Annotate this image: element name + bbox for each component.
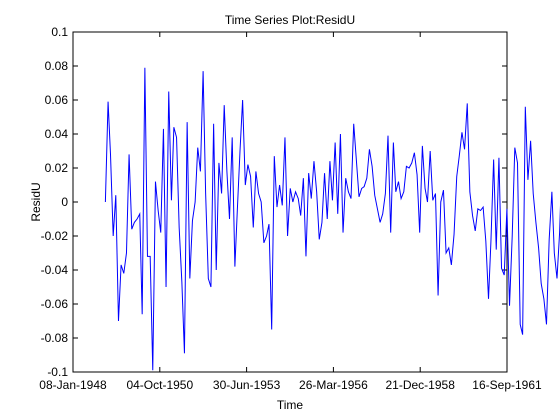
x-tick-label: 04-Oct-1950 <box>126 378 193 392</box>
x-axis-label: Time <box>277 398 304 412</box>
axes-box <box>72 31 508 373</box>
series-line <box>104 67 560 371</box>
y-tick-label: 0.02 <box>45 161 69 175</box>
chart-title: Time Series Plot:ResidU <box>225 13 355 27</box>
x-tick-label: 21-Dec-1958 <box>386 378 456 392</box>
y-tick-label: -0.04 <box>41 263 69 277</box>
y-tick-label: 0.06 <box>45 93 69 107</box>
x-tick-label: 30-Jun-1953 <box>213 378 281 392</box>
y-tick-label: -0.1 <box>47 365 68 379</box>
x-tick-label: 08-Jan-1948 <box>39 378 107 392</box>
y-axis-label: ResidU <box>29 182 43 221</box>
x-tick-label: 26-Mar-1956 <box>299 378 368 392</box>
x-tick-label: 16-Sep-1961 <box>472 378 542 392</box>
y-tick-label: -0.02 <box>41 229 69 243</box>
y-tick-label: 0.08 <box>45 59 69 73</box>
y-ticks: -0.1 -0.08 -0.06 -0.04 -0.02 0 0.02 0.04 0.06 0.0… <box>41 25 507 379</box>
x-ticks: 08-Jan-1948 04-Oct-1950 30-Jun-1953 26-Mar-… <box>39 32 542 392</box>
y-tick-label: 0.1 <box>51 25 68 39</box>
y-tick-label: -0.08 <box>41 331 69 345</box>
y-tick-label: 0.04 <box>45 127 69 141</box>
y-tick-label: -0.06 <box>41 297 69 311</box>
series-group <box>104 67 560 371</box>
y-tick-label: 0 <box>61 195 68 209</box>
